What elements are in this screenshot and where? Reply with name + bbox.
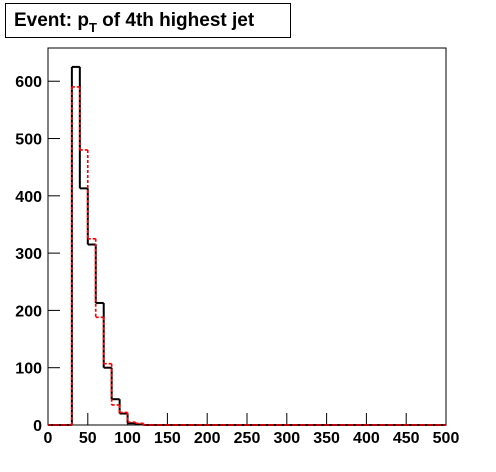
x-tick-label: 450 [393, 430, 420, 447]
title-rest: of 4th highest jet [97, 10, 255, 31]
x-tick-label: 200 [194, 430, 221, 447]
chart-title: Event: pT of 4th highest jet [14, 10, 255, 35]
x-tick-label: 100 [114, 430, 141, 447]
y-tick-label: 600 [15, 74, 42, 91]
y-tick-label: 100 [15, 361, 42, 378]
y-tick-label: 200 [15, 303, 42, 320]
x-tick-label: 250 [234, 430, 261, 447]
x-tick-label: 400 [353, 430, 380, 447]
title-main: Event: p [14, 10, 89, 31]
x-tick-label: 350 [313, 430, 340, 447]
y-tick-label: 400 [15, 189, 42, 206]
x-tick-label: 500 [433, 430, 460, 447]
x-tick-label: 0 [44, 430, 53, 447]
x-tick-label: 150 [154, 430, 181, 447]
y-tick-label: 0 [33, 418, 42, 435]
title-box [5, 3, 291, 38]
title-subscript: T [89, 20, 97, 35]
y-tick-label: 300 [15, 246, 42, 263]
x-tick-label: 50 [79, 430, 97, 447]
x-tick-label: 300 [273, 430, 300, 447]
y-tick-label: 500 [15, 132, 42, 149]
